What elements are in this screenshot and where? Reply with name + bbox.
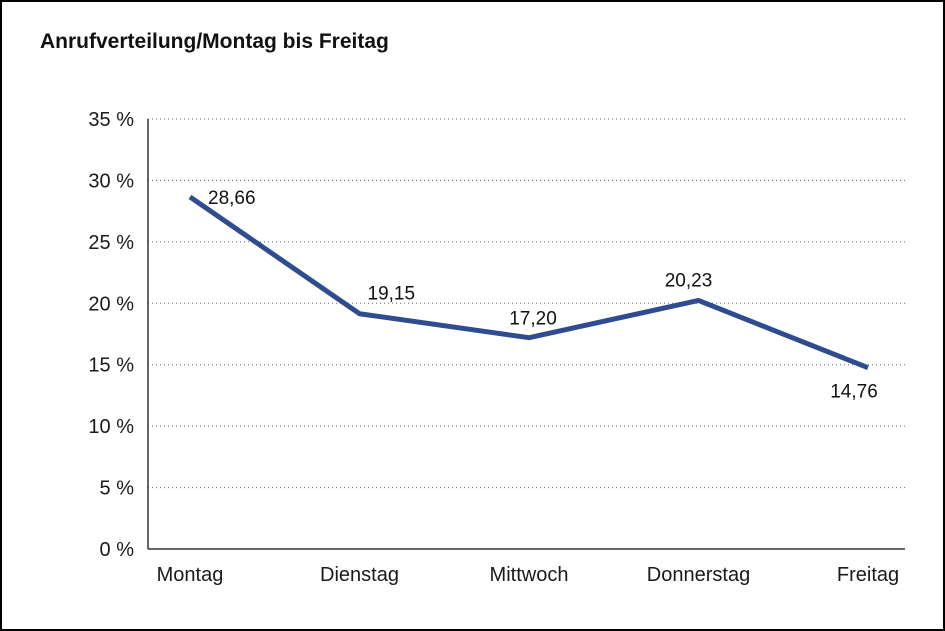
data-point-label: 20,23 [665, 270, 713, 291]
data-point-label: 28,66 [208, 188, 256, 209]
data-point-label: 19,15 [368, 284, 416, 305]
series-line [188, 194, 869, 370]
y-axis-tick-label: 0 % [100, 539, 135, 561]
y-axis-tick-label: 25 % [88, 232, 134, 254]
y-axis-tick-label: 35 % [88, 109, 134, 131]
y-axis-tick-label: 5 % [100, 478, 135, 500]
y-axis-tick-label: 10 % [88, 416, 134, 438]
x-axis-tick-label: Montag [157, 564, 224, 586]
x-axis-tick-label: Mittwoch [490, 564, 569, 586]
y-axis-tick-label: 15 % [88, 355, 134, 377]
x-axis-tick-label: Freitag [837, 564, 899, 586]
y-axis-tick-label: 30 % [88, 170, 134, 192]
y-axis-tick-label: 20 % [88, 293, 134, 315]
line-chart-canvas: 0 % 5 % 10 % 15 % 20 % 25 % 30 % 35 % Montag Dien… [88, 109, 905, 586]
x-axis-tick-label: Donnerstag [647, 564, 750, 586]
x-axis-tick-label: Dienstag [320, 564, 399, 586]
data-point-label: 14,76 [830, 382, 878, 403]
chart-title: Anrufverteilung/Montag bis Freitag [40, 30, 389, 53]
data-point-label: 17,20 [509, 309, 557, 330]
